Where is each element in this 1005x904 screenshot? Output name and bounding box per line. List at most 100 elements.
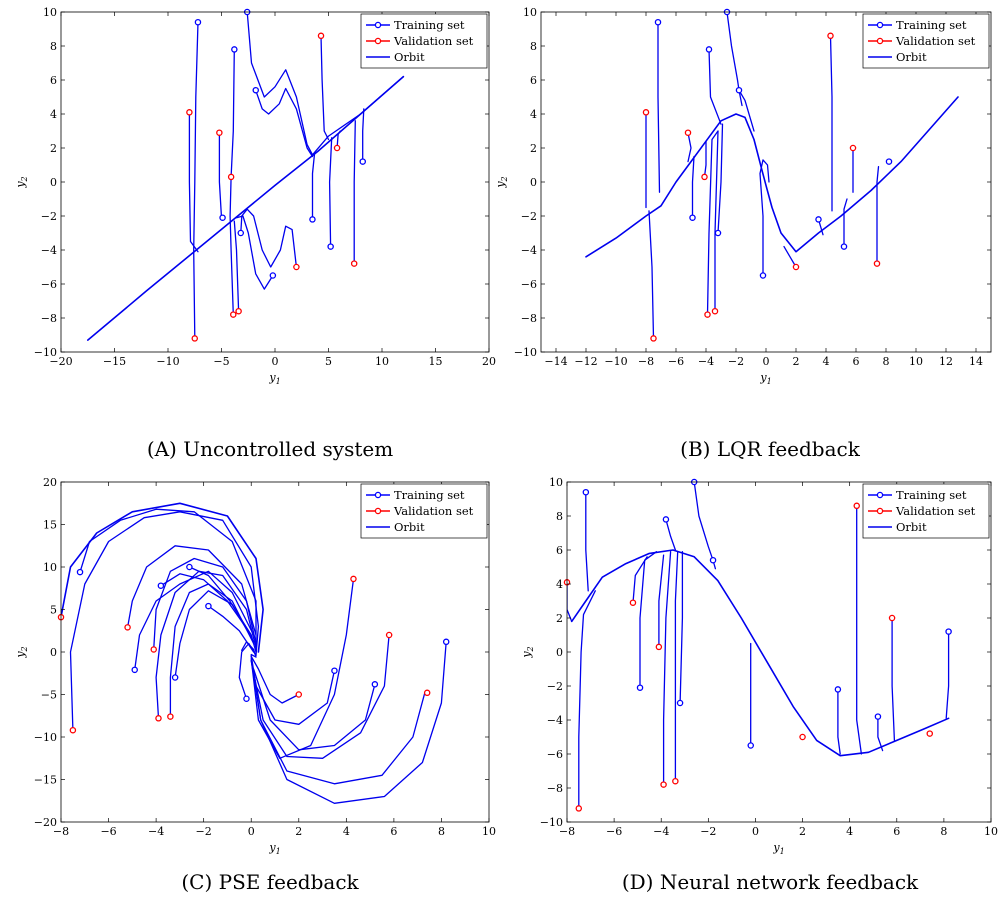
y-tick-label: 8 <box>50 40 57 53</box>
validation-marker <box>629 599 637 606</box>
trajectory-line <box>250 634 390 759</box>
trajectory-line <box>134 570 255 671</box>
x-tick-label: 0 <box>752 825 759 838</box>
training-marker <box>269 272 277 279</box>
y-tick-label: 10 <box>43 561 57 574</box>
y-tick-label: 2 <box>530 142 537 155</box>
training-marker <box>834 686 842 693</box>
validation-marker <box>155 715 162 722</box>
trajectory-line <box>856 505 863 755</box>
trajectory-line <box>328 137 333 248</box>
y-tick-label: −2 <box>547 680 563 693</box>
legend-marker <box>876 37 884 45</box>
x-tick-label: −4 <box>148 825 164 838</box>
x-tick-label: 0 <box>248 825 255 838</box>
trajectory-line <box>320 35 330 141</box>
legend: Training set Validation set Orbit <box>360 13 488 69</box>
legend-marker <box>876 507 884 515</box>
validation-marker <box>711 307 719 315</box>
y-tick-label: 8 <box>556 510 563 523</box>
panel-caption: (C) PSE feedback <box>181 870 359 894</box>
validation-marker <box>167 713 174 720</box>
validation-marker <box>150 646 157 653</box>
validation-marker <box>684 129 692 136</box>
x-tick-label: 2 <box>295 825 302 838</box>
x-tick-label: 20 <box>482 355 496 368</box>
y-tick-label: −6 <box>41 278 57 291</box>
y-tick-label: −8 <box>547 782 563 795</box>
x-tick-label: 10 <box>909 355 923 368</box>
training-marker <box>76 568 84 576</box>
trajectory-line <box>945 630 950 719</box>
y-axis-label: y2 <box>14 176 29 188</box>
y-tick-label: −10 <box>34 731 57 744</box>
trajectory-line <box>250 654 336 725</box>
trajectory-line <box>738 89 755 132</box>
trajectory-line <box>188 111 199 253</box>
validation-marker <box>650 335 657 342</box>
training-marker <box>237 229 245 237</box>
y-tick-label: 4 <box>556 578 563 591</box>
y-tick-label: 5 <box>50 604 57 617</box>
y-tick-label: −2 <box>41 210 57 223</box>
trajectory-line <box>726 12 743 107</box>
y-tick-label: 6 <box>556 544 563 557</box>
validation-marker <box>186 109 193 116</box>
trajectory-line <box>311 152 316 221</box>
x-tick-label: 6 <box>390 825 397 838</box>
validation-marker <box>849 144 857 152</box>
trajectory-line <box>632 556 648 604</box>
panel-caption: (D) Neural network feedback <box>622 870 919 894</box>
trajectory-line <box>61 502 264 653</box>
training-marker <box>157 582 165 589</box>
legend: Training set Validation set Orbit <box>360 483 488 539</box>
trajectory-line <box>843 198 848 248</box>
training-marker <box>252 86 259 94</box>
legend-label: Orbit <box>394 50 425 64</box>
validation-marker <box>926 730 934 737</box>
trajectory-line <box>153 557 257 651</box>
y-tick-label: 0 <box>530 176 537 189</box>
trajectory-line <box>255 87 314 158</box>
x-tick-label: 8 <box>940 825 947 838</box>
y-tick-label: −5 <box>41 689 57 702</box>
trajectory-line <box>233 220 240 312</box>
y-tick-label: −4 <box>547 714 563 727</box>
validation-marker <box>799 733 806 741</box>
y-tick-label: 4 <box>530 108 537 121</box>
legend-label: Validation set <box>895 34 976 48</box>
x-tick-label: 4 <box>846 825 853 838</box>
y-tick-label: 10 <box>523 6 537 19</box>
trajectory-line <box>126 545 257 636</box>
training-marker <box>205 602 212 610</box>
x-tick-label: −5 <box>213 355 229 368</box>
legend-box <box>862 13 990 69</box>
validation-marker <box>672 777 679 785</box>
chart-panel: −8 −6 −4 −2 0 2 4 6 8 10−10−8−6−4−20246810y1y2Tra… <box>520 476 998 894</box>
x-axis-label: y1 <box>268 371 280 386</box>
y-tick-label: −8 <box>41 312 57 325</box>
legend-marker <box>374 37 382 45</box>
legend-marker <box>374 21 382 29</box>
trajectory-line <box>188 566 252 636</box>
x-tick-label: 0 <box>272 355 279 368</box>
trajectory-line <box>817 218 824 236</box>
training-marker <box>885 158 893 165</box>
trajectory-line <box>229 48 235 316</box>
trajectory-line <box>169 583 255 718</box>
trajectory-line <box>160 573 257 653</box>
x-tick-label: −10 <box>604 355 627 368</box>
y-tick-label: 2 <box>556 612 563 625</box>
validation-marker <box>235 307 242 315</box>
training-marker <box>815 216 822 223</box>
validation-marker <box>385 631 393 639</box>
trajectory-group <box>87 12 405 341</box>
x-tick-label: −6 <box>606 825 622 838</box>
validation-marker <box>227 173 235 181</box>
validation-marker <box>888 614 896 622</box>
validation-marker <box>350 260 358 267</box>
y-tick-label: 0 <box>50 176 57 189</box>
trajectory-line <box>717 123 724 234</box>
y-tick-label: −4 <box>41 244 57 257</box>
trajectory-line <box>69 511 260 731</box>
